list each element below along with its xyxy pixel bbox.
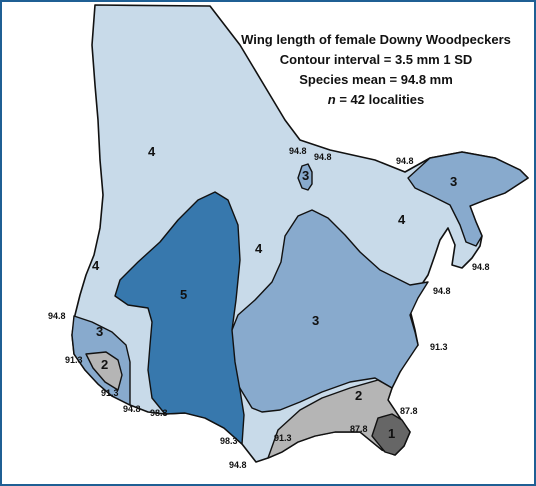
isoline-label: 94.8 [289, 146, 307, 156]
sample-size-value: = 42 localities [335, 92, 425, 107]
zone-label-3-southwest: 3 [96, 324, 103, 339]
zone-label-3-southeast: 3 [312, 313, 319, 328]
zone-label-4-northeast: 4 [398, 212, 406, 227]
sample-size-note: n = 42 localities [226, 90, 526, 110]
isoline-label: 91.3 [430, 342, 448, 352]
zone-label-4-west: 4 [92, 258, 100, 273]
zone-label-4-central: 4 [255, 241, 263, 256]
isoline-label: 87.8 [350, 424, 368, 434]
species-mean-note: Species mean = 94.8 mm [299, 72, 453, 87]
isoline-label: 94.8 [314, 152, 332, 162]
zone-3-northeast [407, 151, 529, 247]
zone-label-4-northwest: 4 [148, 144, 156, 159]
isoline-label: 91.3 [101, 388, 119, 398]
zone-label-2-southwest: 2 [101, 357, 108, 372]
isoline-label: 87.8 [400, 406, 418, 416]
isoline-label: 91.3 [274, 433, 292, 443]
sample-size-variable: n [327, 92, 336, 107]
zone-3-southeast [229, 209, 429, 413]
isoline-label: 91.3 [65, 355, 83, 365]
isoline-label: 98.3 [150, 408, 168, 418]
isoline-label: 94.8 [433, 286, 451, 296]
zone-5-region [114, 191, 245, 445]
isoline-label: 94.8 [472, 262, 490, 272]
isoline-label: 94.8 [48, 311, 66, 321]
contour-interval-note: Contour interval = 3.5 mm 1 SD [279, 52, 473, 67]
isoline-label: 94.8 [229, 460, 247, 470]
zone-label-3-lake: 3 [302, 168, 309, 183]
map-title-block: Wing length of female Downy Woodpeckers … [226, 30, 526, 110]
isoline-label: 94.8 [396, 156, 414, 166]
zone-label-3-northeast: 3 [450, 174, 457, 189]
isoline-label: 94.8 [123, 404, 141, 414]
zone-label-5: 5 [180, 287, 187, 302]
zone-2-southwest [85, 351, 123, 391]
zone-label-2-southeast: 2 [355, 388, 362, 403]
isoline-label: 98.3 [220, 436, 238, 446]
map-title: Wing length of female Downy Woodpeckers [241, 32, 511, 47]
zone-3-lake-island [297, 163, 313, 191]
zone-1-region [371, 413, 411, 456]
zone-label-1: 1 [388, 426, 395, 441]
